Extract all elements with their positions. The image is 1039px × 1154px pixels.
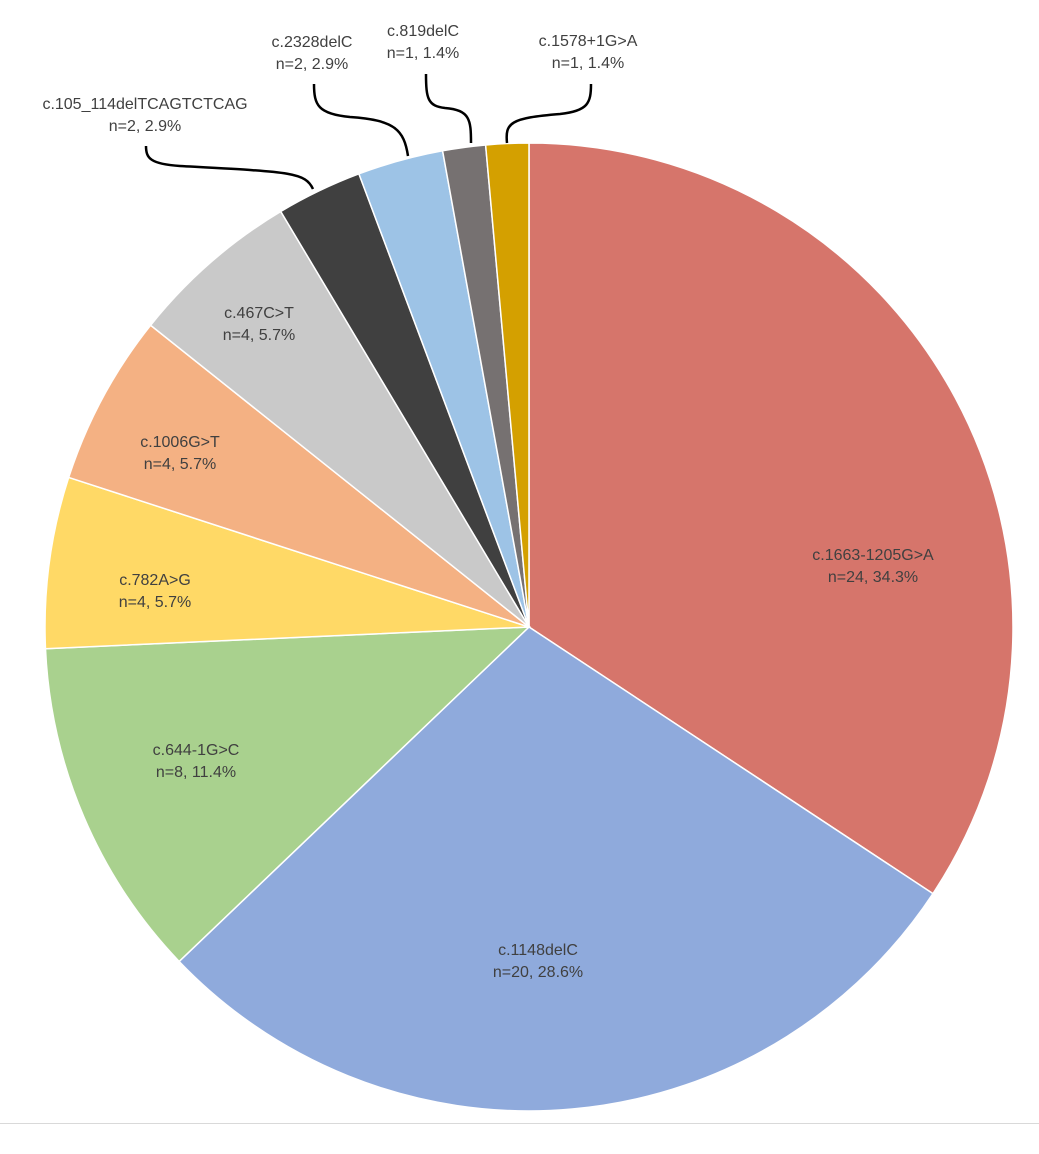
slice-name-label: c.1578+1G>A	[539, 33, 638, 50]
slice-value-label: n=4, 5.7%	[144, 456, 217, 473]
leader-lines-layer	[144, 73, 593, 190]
pie-slice-c-782a-g	[44, 476, 530, 650]
slices-layer	[44, 142, 1014, 1112]
slice-value-label: n=8, 11.4%	[156, 764, 236, 781]
slice-value-label: n=1, 1.4%	[387, 45, 460, 62]
data-label-c-467c-t: c.467C>T n=4, 5.7%	[223, 305, 296, 344]
data-label-c-2328delc: c.2328delC n=2, 2.9%	[272, 34, 353, 73]
pie-slice-c-1578-1g-a	[484, 142, 530, 628]
data-label-c-105-114deltcagtctcag: c.105_114delTCAGTCTCAG n=2, 2.9%	[42, 96, 247, 135]
pie-slice-c-644-1g-c	[44, 626, 531, 963]
pie-slice-c-1148delc	[178, 626, 934, 1112]
data-labels-layer: c.1663-1205G>A n=24, 34.3% c.1148delC n=20,…	[42, 23, 934, 981]
slice-name-label: c.2328delC	[272, 34, 353, 51]
leader-line-c-1578-1g-a	[505, 83, 593, 144]
leader-line-c-2328delc	[312, 83, 410, 157]
pie-slice-c-467c-t	[149, 210, 530, 628]
slice-name-label: c.819delC	[387, 23, 459, 40]
data-label-c-1006g-t: c.1006G>T n=4, 5.7%	[140, 434, 220, 473]
slice-name-label: c.1148delC	[498, 942, 578, 959]
slice-value-label: n=2, 2.9%	[276, 56, 349, 73]
data-label-c-1663-1205g-a: c.1663-1205G>A n=24, 34.3%	[812, 547, 934, 586]
chart-bottom-border	[0, 1123, 1039, 1124]
data-label-c-819delc: c.819delC n=1, 1.4%	[387, 23, 460, 62]
pie-slice-c-1006g-t	[67, 324, 530, 628]
data-label-c-1578-1g-a: c.1578+1G>A n=1, 1.4%	[539, 33, 638, 72]
slice-name-label: c.105_114delTCAGTCTCAG	[42, 96, 247, 113]
data-label-c-644-1g-c: c.644-1G>C n=8, 11.4%	[153, 742, 240, 781]
slice-value-label: n=1, 1.4%	[552, 55, 625, 72]
data-label-c-1148delc: c.1148delC n=20, 28.6%	[493, 942, 583, 981]
slice-name-label: c.1006G>T	[140, 434, 220, 451]
slice-name-label: c.467C>T	[224, 305, 294, 322]
slice-value-label: n=24, 34.3%	[828, 569, 918, 586]
slice-name-label: c.782A>G	[119, 572, 191, 589]
slice-value-label: n=2, 2.9%	[109, 118, 182, 135]
slice-name-label: c.1663-1205G>A	[812, 547, 934, 564]
data-label-c-782a-g: c.782A>G n=4, 5.7%	[119, 572, 192, 611]
slice-value-label: n=20, 28.6%	[493, 964, 583, 981]
slice-value-label: n=4, 5.7%	[223, 327, 296, 344]
slice-value-label: n=4, 5.7%	[119, 594, 192, 611]
leader-line-c-819delc	[424, 73, 473, 144]
slice-name-label: c.644-1G>C	[153, 742, 240, 759]
leader-line-c-105-114deltcagtctcag	[144, 145, 315, 190]
